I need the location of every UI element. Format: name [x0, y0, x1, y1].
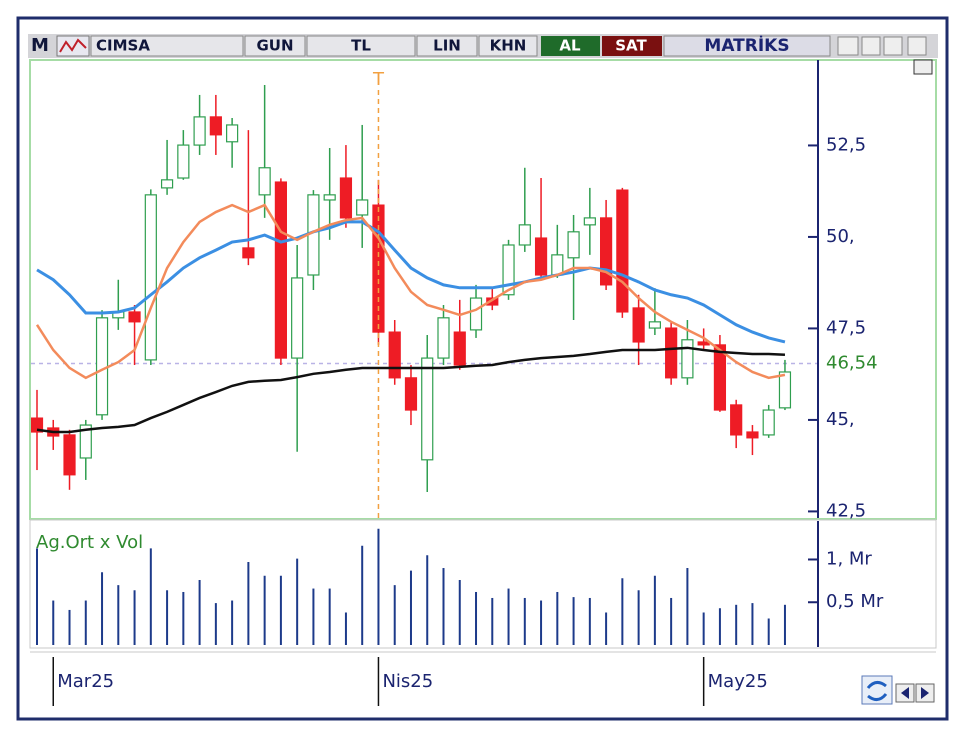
refresh-icon: [866, 681, 888, 701]
volume-plot: [36, 528, 786, 645]
candle-body: [160, 179, 174, 189]
moving-average-line: [36, 220, 786, 344]
candle-body: [453, 331, 466, 366]
candle-body: [274, 181, 287, 359]
chart-icon[interactable]: [56, 35, 90, 57]
period-button[interactable]: [244, 35, 306, 57]
candle-body: [177, 144, 190, 179]
candle-body: [632, 307, 645, 343]
candle-body: [486, 297, 499, 306]
candle-body: [730, 404, 743, 436]
sell-button[interactable]: [602, 36, 662, 56]
sell-label: SAT: [615, 37, 647, 55]
y-tick-label: 50,: [826, 226, 855, 247]
brand: MATRİKS: [704, 34, 789, 56]
y-tick-label: 45,: [826, 409, 855, 430]
axes: 52,5 50, 47,5 45, 42,5 46,54 Mar25 Nis25 May25 0,…: [52, 134, 884, 706]
candle-body: [79, 424, 92, 459]
candle-body: [226, 124, 239, 143]
symbol: CIMSA: [96, 37, 150, 55]
candle-body: [31, 417, 44, 433]
candle-body: [421, 357, 434, 461]
candle-body: [681, 339, 694, 379]
close-button[interactable]: [907, 36, 927, 56]
panel-button[interactable]: [913, 59, 933, 75]
buy-label: AL: [559, 37, 581, 55]
y-tick-label: 1, Mr: [826, 548, 872, 569]
style: KHN: [490, 37, 527, 55]
scale: LIN: [433, 37, 461, 55]
candle-body: [356, 199, 369, 216]
currency-button[interactable]: [306, 35, 416, 57]
moving-average-line: [35, 203, 786, 380]
buy-button[interactable]: [541, 36, 600, 56]
volume-panel: [29, 519, 937, 649]
volume-title: Ag.Ort x Vol: [36, 532, 143, 553]
candle-body: [502, 244, 515, 296]
toolbar: M CIMSA GUN TL LIN KHN AL SAT MATRİKS: [28, 34, 938, 58]
candle-body: [323, 194, 336, 201]
candle-body: [518, 224, 531, 246]
right-arrow: [921, 687, 929, 699]
candle-body: [258, 167, 271, 196]
candle-body: [583, 217, 596, 226]
candle-body: [128, 311, 141, 323]
y-tick-label: 0,5 Mr: [826, 591, 884, 612]
candle-body: [95, 317, 109, 416]
candle-body: [534, 237, 548, 276]
currency: TL: [351, 37, 371, 55]
y-tick-label: 52,5: [826, 134, 866, 155]
candle-body: [551, 254, 564, 276]
candle-body: [713, 344, 727, 411]
candle-body: [209, 116, 222, 136]
price-panel: [29, 59, 937, 520]
period: GUN: [256, 37, 293, 55]
event-label: T: [372, 69, 385, 90]
candle-body: [778, 371, 792, 409]
candle-body: [144, 194, 157, 361]
symbol-box[interactable]: [90, 35, 244, 57]
candle-body: [291, 277, 304, 359]
y-tick-label: 47,5: [826, 317, 866, 338]
scale-button[interactable]: [416, 35, 478, 57]
left-arrow: [901, 687, 909, 699]
candle-body: [469, 297, 483, 331]
date-label: Nis25: [382, 671, 433, 692]
candle-body: [242, 247, 255, 259]
candle-body: [697, 341, 710, 346]
brand-box: [663, 35, 831, 57]
candle-body: [746, 431, 759, 439]
moving-average-line: [36, 346, 786, 434]
candle-body: [193, 116, 206, 146]
candle-body: [599, 217, 613, 286]
candle-body: [567, 231, 580, 259]
dropdown-button[interactable]: [837, 36, 859, 56]
price-plot: [31, 85, 817, 493]
candle-body: [372, 204, 385, 333]
candle-body: [404, 377, 418, 411]
minimize-button[interactable]: [861, 36, 881, 56]
candle-body: [762, 409, 775, 436]
candle-body: [388, 331, 401, 379]
candle-body: [63, 434, 76, 476]
candle-body: [339, 177, 353, 219]
candle-body: [437, 317, 450, 359]
maximize-button[interactable]: [883, 36, 903, 56]
logo: M: [31, 35, 49, 56]
candle-body: [648, 321, 661, 329]
nav-buttons: [861, 675, 935, 705]
date-label: May25: [708, 671, 768, 692]
style-button[interactable]: [478, 35, 538, 57]
last-value-label: 46,54: [826, 353, 878, 374]
date-label: Mar25: [57, 671, 114, 692]
candle-body: [665, 327, 678, 379]
y-tick-label: 42,5: [826, 500, 866, 521]
candle-body: [616, 189, 629, 313]
chart-icon-line: [59, 38, 87, 53]
